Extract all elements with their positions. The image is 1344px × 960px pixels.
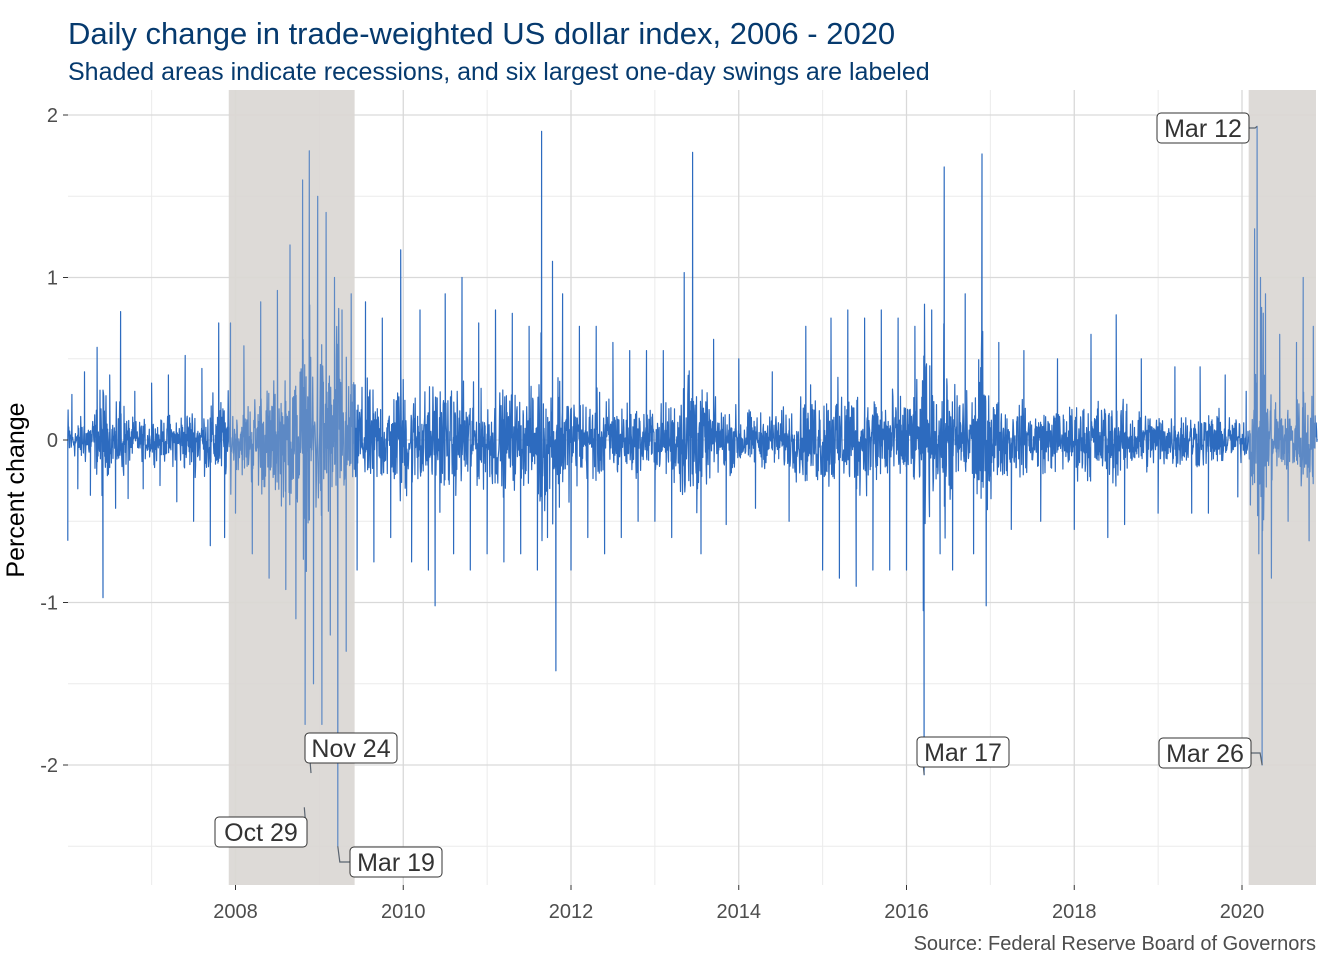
recession-shading	[228, 90, 1316, 885]
y-tick-label: -1	[40, 593, 58, 615]
y-axis-label: Percent change	[2, 402, 30, 577]
series-line	[67, 125, 1318, 847]
y-tick-label: 1	[47, 268, 58, 290]
annotation-box	[1158, 737, 1252, 769]
annotation-box	[916, 736, 1010, 768]
annotation-label: Nov 24	[311, 735, 390, 763]
x-tick-label: 2020	[1220, 901, 1265, 923]
annotation-label: Oct 29	[224, 819, 298, 847]
y-tick-label: 2	[47, 105, 58, 127]
x-tick-label: 2014	[717, 901, 762, 923]
annotation-mar-26: Mar 26	[1158, 737, 1263, 769]
x-tick-label: 2008	[213, 901, 258, 923]
annotation-box	[214, 816, 308, 848]
annotation-leader	[1251, 752, 1263, 766]
chart-title: Daily change in trade-weighted US dollar…	[68, 16, 896, 51]
y-tick-label: -2	[40, 755, 58, 777]
y-tick-label: 0	[47, 430, 58, 452]
series	[67, 90, 1318, 885]
recession-band-overlay	[228, 90, 355, 885]
annotation-box	[304, 732, 398, 764]
axes: 2008 2010 2012 2014 2016 2018 2020 -2 -1 0 1 2	[40, 105, 1264, 923]
annotation-leader	[1249, 125, 1258, 129]
chart-caption: Source: Federal Reserve Board of Governo…	[913, 933, 1316, 955]
annotation-mar-12: Mar 12	[1156, 112, 1258, 144]
annotation-mar-19: Mar 19	[337, 846, 443, 878]
annotation-oct-29: Oct 29	[214, 807, 308, 848]
annotation-box	[349, 846, 443, 878]
annotation-nov-24: Nov 24	[304, 732, 398, 774]
x-tick-label: 2018	[1052, 901, 1097, 923]
annotation-label: Mar 26	[1166, 740, 1244, 768]
annotation-box	[1156, 112, 1250, 144]
annotations: Mar 12 Mar 26 Mar 17 Nov 24 Oct 29 Mar 19	[214, 112, 1263, 878]
annotation-mar-17: Mar 17	[916, 736, 1010, 775]
recession-band-overlay	[1248, 90, 1316, 885]
annotation-label: Mar 17	[924, 739, 1002, 767]
annotation-leader	[337, 846, 350, 863]
x-tick-label: 2016	[884, 901, 929, 923]
chart-subtitle: Shaded areas indicate recessions, and si…	[68, 58, 930, 86]
x-tick-label: 2010	[381, 901, 426, 923]
annotation-label: Mar 12	[1164, 115, 1242, 143]
annotation-label: Mar 19	[357, 849, 435, 877]
x-tick-label: 2012	[549, 901, 594, 923]
